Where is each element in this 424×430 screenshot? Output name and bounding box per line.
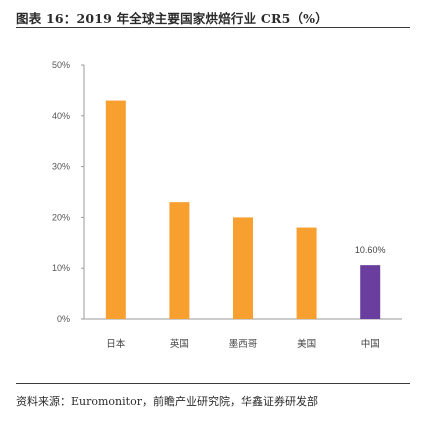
bar-5 (360, 265, 381, 319)
y-tick-label: 0% (57, 314, 70, 324)
source-note: 资料来源：Euromonitor，前瞻产业研究院，华鑫证券研发部 (16, 395, 318, 408)
bar-2 (169, 202, 190, 319)
bars (105, 100, 381, 319)
x-tick-label: 墨西哥 (229, 339, 258, 350)
page-title: 图表 16：2019 年全球主要国家烘焙行业 CR5（%） (16, 11, 328, 26)
bar-chart: 0% 10% 20% 30% 40% 50% 日本 英国 墨西哥 美国 中国 10.60% (52, 60, 402, 350)
source-rule (16, 383, 410, 384)
title-rule (16, 27, 410, 28)
y-tick-label: 50% (52, 60, 70, 70)
x-tick-label: 中国 (361, 338, 380, 350)
x-tick-label: 英国 (170, 338, 189, 350)
y-tick-label: 40% (52, 111, 70, 121)
y-axis: 0% 10% 20% 30% 40% 50% (52, 60, 85, 324)
x-tick-label: 美国 (297, 338, 316, 350)
y-tick-label: 10% (52, 263, 70, 273)
y-tick-label: 30% (52, 162, 70, 172)
bar-4 (296, 227, 317, 319)
x-tick-label: 日本 (106, 338, 126, 350)
y-tick-label: 20% (52, 212, 70, 222)
data-label: 10.60% (355, 245, 386, 255)
bar-3 (233, 217, 253, 319)
bar-1 (105, 100, 126, 319)
x-axis: 日本 英国 墨西哥 美国 中国 (84, 318, 402, 350)
data-labels: 10.60% (355, 245, 386, 255)
